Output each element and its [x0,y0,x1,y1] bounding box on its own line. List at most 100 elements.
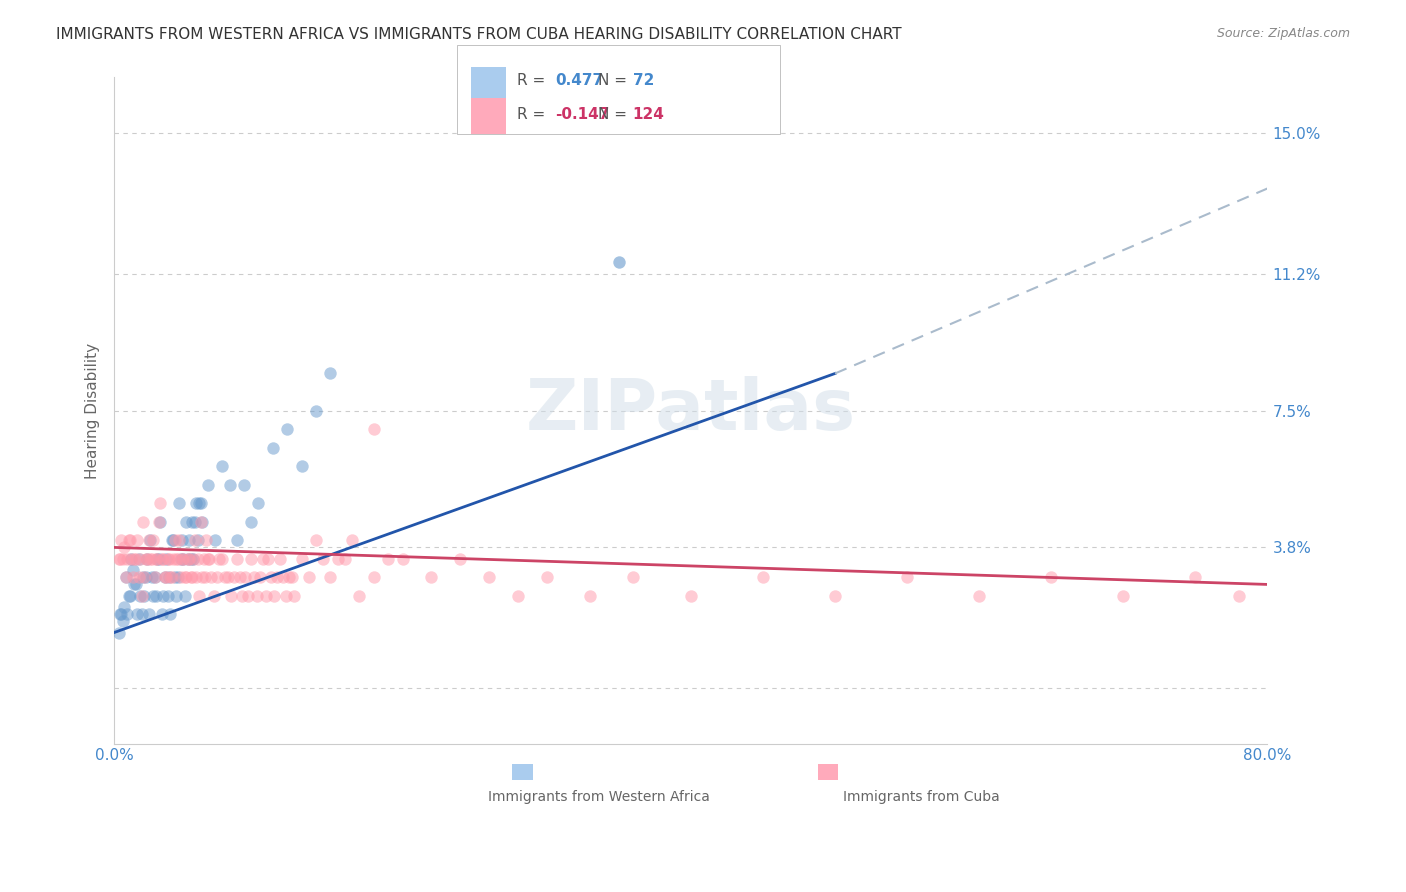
Text: N =: N = [598,107,631,121]
Point [169,570,191,584]
Point [159,570,181,584]
Point [131,607,153,621]
Point [167,496,190,510]
Point [112,599,135,614]
Point [197,551,219,566]
Point [155,570,177,584]
Text: R =: R = [517,107,551,121]
Point [141,570,163,584]
Text: -0.147: -0.147 [555,107,610,121]
Point [110,533,132,547]
Point [194,570,217,584]
Point [280,570,302,584]
Point [177,551,200,566]
Point [129,551,152,566]
Point [188,496,211,510]
Point [111,551,134,566]
Point [896,570,918,584]
Point [198,551,221,566]
Point [149,515,172,529]
Point [118,533,141,547]
Point [148,515,170,529]
Point [135,570,157,584]
Point [141,551,163,566]
Point [333,551,356,566]
Point [186,570,208,584]
Point [165,551,187,566]
Point [190,496,212,510]
Text: R =: R = [517,73,551,87]
Point [263,589,285,603]
Point [276,422,298,436]
Point [138,607,160,621]
Point [377,551,399,566]
Point [132,515,155,529]
Point [536,570,558,584]
Point [114,570,136,584]
FancyBboxPatch shape [818,764,838,780]
Point [124,577,146,591]
Point [208,551,231,566]
Point [391,551,413,566]
Point [142,533,165,547]
Point [235,570,257,584]
Point [305,403,328,417]
Point [143,570,166,584]
Point [1184,570,1206,584]
Point [134,570,156,584]
Point [153,570,176,584]
Point [262,441,284,455]
Point [195,533,218,547]
Point [110,607,132,621]
Point [127,533,149,547]
Point [163,570,186,584]
Point [117,533,139,547]
Point [240,551,263,566]
Point [136,551,159,566]
Point [108,551,131,566]
Point [122,570,145,584]
Point [114,570,136,584]
Point [319,570,342,584]
Point [166,551,188,566]
Point [155,551,177,566]
Point [121,551,143,566]
Point [1227,589,1250,603]
Point [134,589,156,603]
Point [202,589,225,603]
Point [107,551,129,566]
Point [122,563,145,577]
Point [165,589,187,603]
Point [163,533,186,547]
Point [252,551,274,566]
Point [506,589,529,603]
Point [145,589,167,603]
Point [136,551,159,566]
Point [135,551,157,566]
Text: Source: ZipAtlas.com: Source: ZipAtlas.com [1216,27,1350,40]
Text: Immigrants from Cuba: Immigrants from Cuba [844,790,1000,805]
Point [340,533,363,547]
Point [167,533,190,547]
Point [225,551,247,566]
Point [193,551,215,566]
Point [183,551,205,566]
Point [131,589,153,603]
Text: ZIPatlas: ZIPatlas [526,376,856,445]
Point [173,570,195,584]
Point [679,589,702,603]
Point [149,496,172,510]
Point [150,607,173,621]
Point [204,533,226,547]
Point [260,570,283,584]
Point [291,458,314,473]
Point [283,589,305,603]
Point [146,551,169,566]
Point [124,551,146,566]
Point [132,570,155,584]
Point [254,589,277,603]
Point [269,551,291,566]
Point [291,551,314,566]
Point [607,255,630,269]
Point [112,541,135,555]
